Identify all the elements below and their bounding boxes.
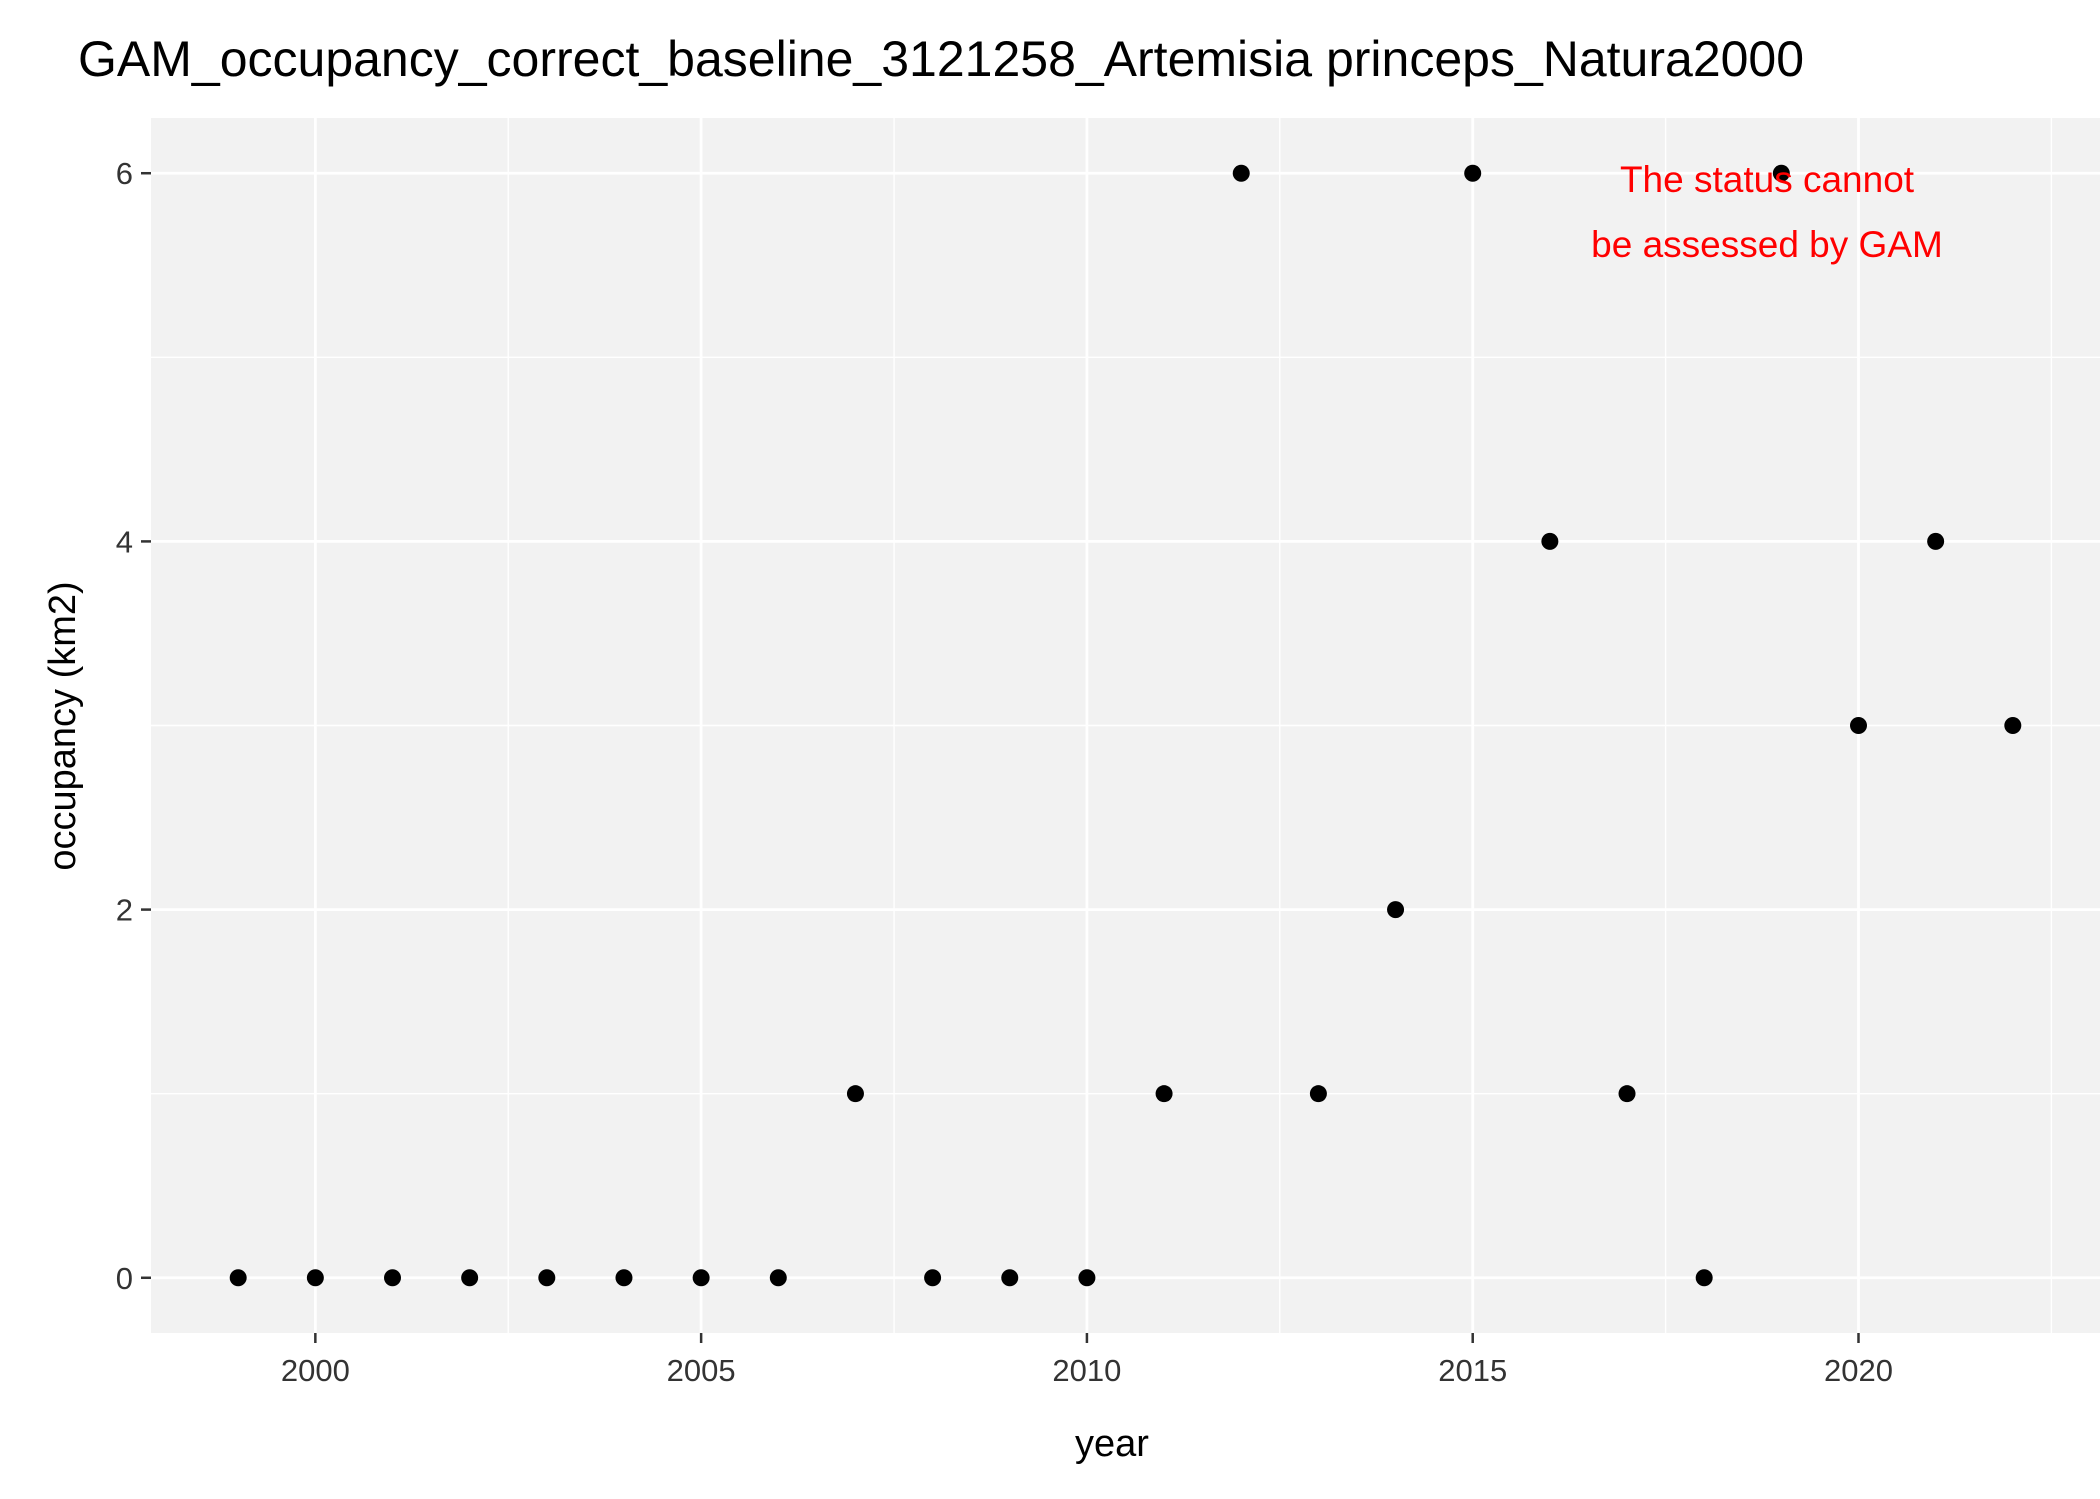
data-points xyxy=(229,164,2022,1287)
data-point xyxy=(769,1269,787,1287)
y-tick-label: 2 xyxy=(116,893,133,928)
data-point xyxy=(1155,1085,1173,1103)
status-annotation: The status cannot be assessed by GAM xyxy=(1591,159,1943,265)
x-tick-label: 2020 xyxy=(1824,1353,1893,1388)
x-tick-label: 2005 xyxy=(667,1353,736,1388)
data-point xyxy=(1927,532,1945,550)
data-point xyxy=(1541,532,1559,550)
x-tick-label: 2000 xyxy=(281,1353,350,1388)
data-point xyxy=(384,1269,402,1287)
data-point xyxy=(615,1269,633,1287)
x-axis-title: year xyxy=(1075,1423,1149,1465)
data-point xyxy=(1309,1085,1327,1103)
data-point xyxy=(1001,1269,1019,1287)
axis-ticks xyxy=(141,171,1860,1343)
y-axis-title: occupancy (km2) xyxy=(42,581,84,870)
data-point xyxy=(1772,164,1790,182)
data-point xyxy=(461,1269,479,1287)
data-point xyxy=(538,1269,556,1287)
y-tick-labels: 0 2 4 6 xyxy=(116,156,133,1296)
y-tick-label: 4 xyxy=(116,524,133,559)
annotation-line-1: The status cannot xyxy=(1620,159,1915,200)
data-point xyxy=(1078,1269,1096,1287)
x-tick-label: 2015 xyxy=(1438,1353,1507,1388)
y-tick-label: 6 xyxy=(116,156,133,191)
data-point xyxy=(924,1269,942,1287)
data-point xyxy=(1618,1085,1636,1103)
data-point xyxy=(1849,717,1867,734)
data-point xyxy=(692,1269,710,1287)
data-point xyxy=(846,1085,864,1103)
data-point xyxy=(306,1269,324,1287)
data-point xyxy=(1387,901,1405,919)
data-point xyxy=(1695,1269,1713,1287)
grid-minor xyxy=(151,118,2100,1333)
y-tick-label: 0 xyxy=(116,1261,133,1296)
x-tick-labels: 2000 2005 2010 2015 2020 xyxy=(281,1353,1893,1388)
x-tick-label: 2010 xyxy=(1052,1353,1121,1388)
data-point xyxy=(1464,164,1482,182)
data-point xyxy=(2004,717,2022,734)
data-point xyxy=(1232,164,1250,182)
annotation-line-2: be assessed by GAM xyxy=(1591,224,1943,265)
chart-title: GAM_occupancy_correct_baseline_3121258_A… xyxy=(78,31,1804,87)
data-point xyxy=(229,1269,247,1287)
